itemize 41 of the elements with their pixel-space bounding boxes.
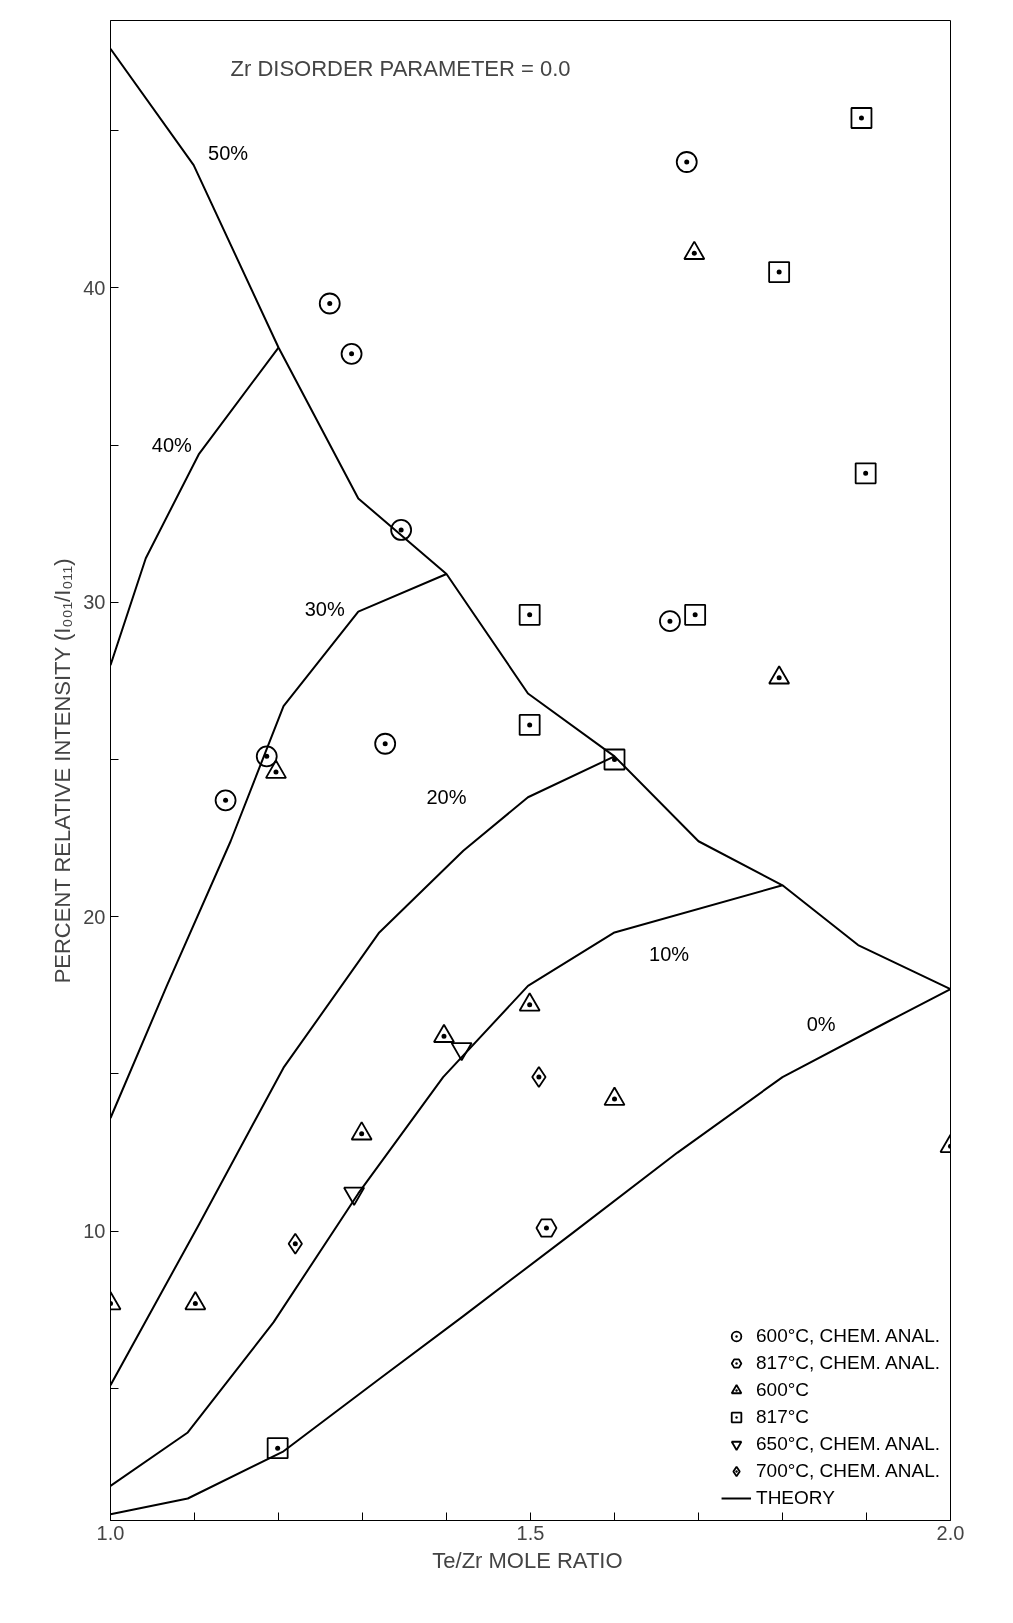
point [684,603,707,626]
legend-label: 817°C, CHEM. ANAL. [756,1352,940,1374]
legend-label: 600°C, CHEM. ANAL. [756,1325,940,1347]
point [854,462,877,485]
point [390,519,413,541]
x-tick-label: 1.0 [96,1521,125,1544]
legend-label: 650°C, CHEM. ANAL. [756,1433,940,1455]
y-axis-title: PERCENT RELATIVE INTENSITY (I₀₀₁/I₀₁₁) [50,558,76,984]
annotation: 10% [649,943,690,966]
point [374,732,397,755]
x-tick-label: 1.5 [516,1521,545,1544]
annotation: 30% [304,597,345,620]
point [850,107,873,129]
legend-label: 600°C [756,1379,810,1401]
point [266,1437,289,1460]
y-tick-label: 20 [83,905,106,928]
annotation: Zr DISORDER PARAMETER = 0.0 [230,55,571,81]
annotation: 0% [806,1012,836,1035]
legend-label: 700°C, CHEM. ANAL. [756,1460,940,1482]
annotation: 40% [151,434,193,457]
y-tick-label: 10 [83,1220,106,1243]
x-tick-label: 2.0 [936,1521,965,1544]
point [675,151,698,173]
point [340,342,363,365]
point [768,261,791,283]
point [214,789,237,812]
point [518,603,541,626]
legend-label: 817°C [756,1406,810,1428]
y-tick-label: 40 [83,276,106,299]
x-axis-title: Te/Zr MOLE RATIO [432,1547,623,1573]
y-tick-label: 30 [83,591,106,614]
point [531,1066,547,1088]
point [535,1218,558,1238]
annotation: 20% [426,786,467,809]
legend-label: THEORY [756,1487,835,1509]
point [603,748,626,771]
point [255,745,278,768]
annotation: 50% [208,141,249,164]
point [518,714,541,736]
point [318,292,341,315]
point [659,610,681,633]
